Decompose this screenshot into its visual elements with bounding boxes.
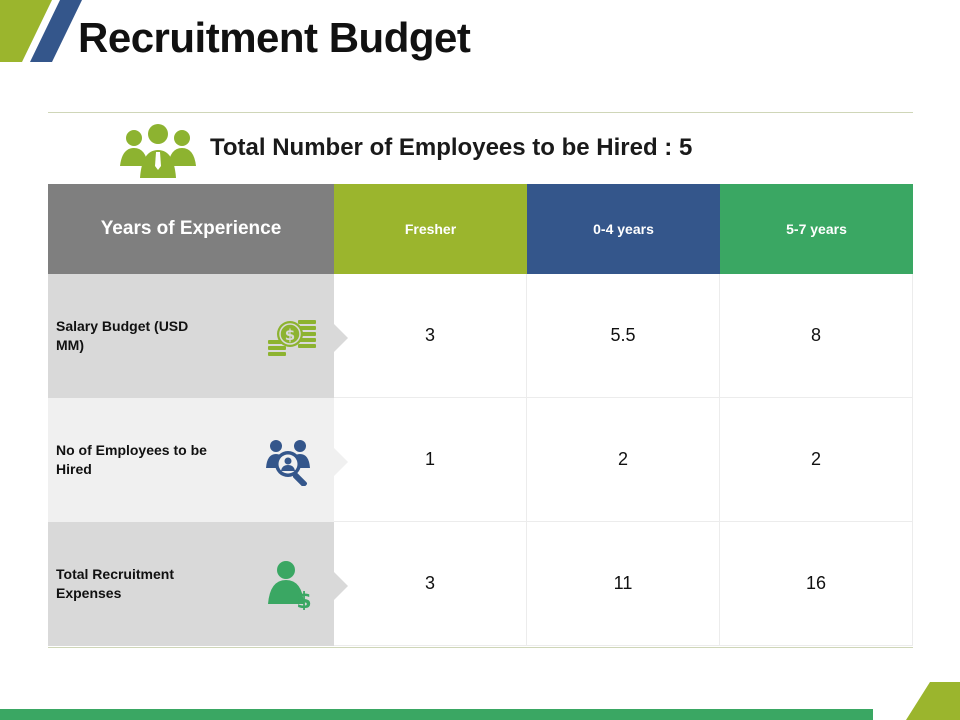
corner-accent-top-left — [0, 0, 82, 62]
salary-5-7-value: 8 — [720, 274, 913, 398]
header-0-4-years: 0-4 years — [527, 184, 720, 274]
footer-bar — [0, 709, 873, 720]
expenses-fresher-value: 3 — [334, 522, 527, 646]
budget-table: Years of Experience Fresher 0-4 years 5-… — [48, 184, 913, 648]
header-5-7-years: 5-7 years — [720, 184, 913, 274]
expenses-5-7-value: 16 — [720, 522, 913, 646]
header-years-of-experience: Years of Experience — [48, 184, 334, 274]
team-icon — [120, 124, 196, 178]
row-label-text: Total Recruitment Expenses — [56, 566, 174, 601]
svg-text:$: $ — [296, 589, 311, 610]
row-label-text: No of Employees to be Hired — [56, 442, 207, 477]
subtitle: Total Number of Employees to be Hired : … — [210, 134, 693, 161]
row-pointer — [334, 324, 348, 352]
row-label-total-expenses: Total Recruitment Expenses $ — [48, 522, 348, 646]
divider-line — [48, 112, 913, 113]
salary-0-4-value: 5.5 — [527, 274, 720, 398]
row-label-text: Salary Budget (USD MM) — [56, 318, 189, 353]
candidate-search-icon — [266, 440, 310, 486]
svg-text:$: $ — [285, 326, 295, 344]
row-label-salary-budget: Salary Budget (USD MM) $ — [48, 274, 348, 398]
row-pointer — [334, 572, 348, 600]
header-fresher: Fresher — [334, 184, 527, 274]
money-icon: $ — [268, 320, 316, 356]
corner-accent-bottom-right — [906, 682, 960, 720]
row-label-employees-hired: No of Employees to be Hired — [48, 398, 348, 522]
employees-0-4-value: 2 — [527, 398, 720, 522]
row-pointer — [334, 448, 348, 476]
table-bottom-line — [48, 647, 913, 648]
employees-fresher-value: 1 — [334, 398, 527, 522]
salary-fresher-value: 3 — [334, 274, 527, 398]
page-title: Recruitment Budget — [78, 14, 471, 61]
person-dollar-icon: $ — [268, 561, 312, 610]
expenses-0-4-value: 11 — [527, 522, 720, 646]
employees-5-7-value: 2 — [720, 398, 913, 522]
